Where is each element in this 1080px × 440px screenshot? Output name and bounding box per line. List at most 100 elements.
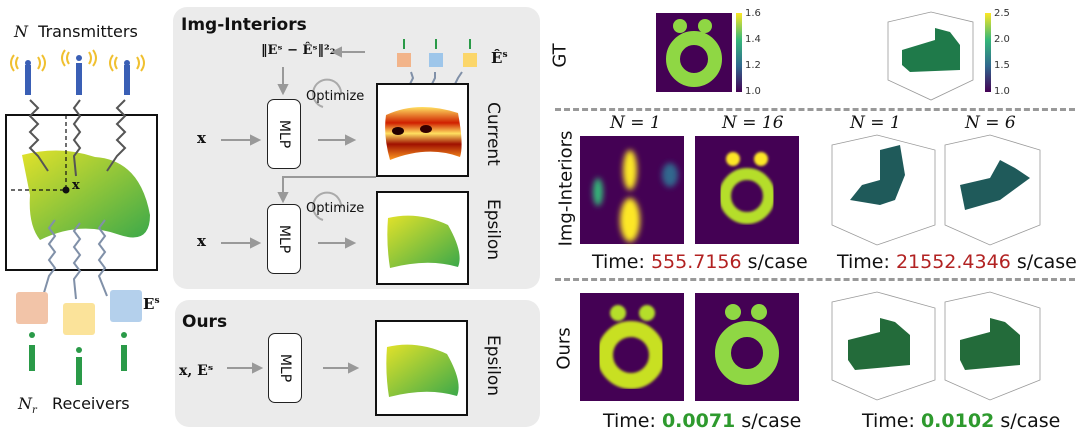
time-value-slow: 21552.4346 — [895, 251, 1011, 273]
ours-time-2d: Time: 0.0071 s/case — [603, 410, 801, 432]
receiver-antennas — [29, 332, 127, 385]
ours-panel: Ours x, Eˢ MLP Epsilon — [175, 300, 540, 427]
img-3d-n6-shape — [960, 160, 1030, 210]
scene-schematic — [5, 49, 158, 385]
ours-2d-n16 — [695, 293, 799, 401]
title-2d-n16: N = 16 — [722, 113, 784, 133]
loss-formula: ‖Eˢ − Êˢ‖²₂ — [261, 43, 336, 58]
receivers-label: Nr Receivers — [18, 394, 130, 416]
current-label: Current — [483, 102, 503, 166]
row-label-ours: Ours — [553, 327, 575, 370]
nr-sub: r — [32, 405, 37, 417]
optimize-label-2: Optimize — [306, 201, 365, 216]
time-value-fast: 0.0102 — [920, 410, 995, 432]
ours-3d-n1-shape — [848, 318, 910, 370]
scatterer-shape — [22, 150, 150, 240]
optimize-loop-icon — [312, 78, 343, 221]
field-e: E — [143, 295, 155, 313]
receivers-text: Receivers — [52, 394, 130, 413]
img-time-2d: Time: 555.7156 s/case — [592, 251, 808, 273]
img-2d-n1 — [580, 136, 684, 244]
receiver-boxes — [16, 290, 142, 335]
time-value-slow: 555.7156 — [650, 251, 742, 273]
mlp-label: MLP — [276, 224, 292, 254]
colorbar-2d-tick: 1.0 — [745, 86, 761, 97]
panel-title: Img-Interiors — [181, 15, 307, 35]
pipeline-arrows — [221, 39, 477, 249]
transmitter-waves-icon — [10, 49, 145, 72]
gt-3d-shape — [902, 28, 960, 72]
field-sup: s — [154, 296, 160, 306]
ours-time-3d: Time: 0.0102 s/case — [862, 410, 1060, 432]
title-3d-n1: N = 1 — [850, 113, 901, 133]
optimize-label-1: Optimize — [306, 89, 365, 104]
gt-3d-image — [887, 11, 974, 101]
row-label-img-interiors: Img-Interiors — [555, 130, 577, 247]
time-prefix: Time: — [837, 251, 890, 273]
img-2d-n16 — [695, 136, 799, 244]
transmitters-text: Transmitters — [38, 22, 138, 41]
colorbar-3d-tick: 1.0 — [994, 86, 1010, 97]
n-symbol: N — [14, 22, 28, 41]
current-output-image — [376, 83, 469, 177]
colorbar-2d-tick: 1.6 — [745, 8, 761, 19]
coordinate-guides — [8, 115, 67, 191]
time-prefix: Time: — [603, 410, 656, 432]
panel-title: Ours — [182, 312, 228, 332]
ours-input: x, Eˢ — [179, 363, 214, 379]
point-x-marker — [62, 186, 70, 194]
row-label-gt: GT — [549, 43, 571, 68]
colorbar-2d-tick: 1.4 — [745, 34, 761, 45]
colorbar-3d-tick: 2.0 — [994, 34, 1010, 45]
mlp-label: MLP — [276, 119, 292, 149]
measured-receivers — [397, 39, 477, 67]
colorbar-3d-tick: 1.5 — [994, 60, 1010, 71]
divider — [555, 278, 1075, 281]
transmitter-antennas — [25, 55, 130, 95]
time-prefix: Time: — [592, 251, 645, 273]
measured-e: Ê — [491, 49, 503, 67]
time-suffix: s/case — [1016, 251, 1077, 273]
point-x-label: x — [72, 178, 80, 193]
time-suffix: s/case — [747, 251, 808, 273]
ours-arrows — [227, 362, 360, 374]
scattered-waves — [42, 219, 108, 300]
time-value-fast: 0.0071 — [661, 410, 736, 432]
title-2d-n1: N = 1 — [610, 113, 661, 133]
img-interiors-panel: Img-Interiors ‖Eˢ − Êˢ‖²₂ Ês Optimize Op… — [173, 7, 540, 289]
field-label: Es — [143, 295, 160, 313]
ours-3d-n6-shape — [960, 318, 1020, 370]
divider — [555, 108, 1075, 111]
ours-3d-n1-axes — [831, 291, 936, 401]
img-time-3d: Time: 21552.4346 s/case — [837, 251, 1077, 273]
measured-field-label: Ês — [491, 49, 508, 67]
epsilon-output-image — [376, 191, 469, 285]
title-3d-n6: N = 6 — [965, 113, 1016, 133]
mlp-block-epsilon: MLP — [267, 204, 301, 274]
ours-2d-n1 — [580, 293, 684, 401]
colorbar-3d-tick: 2.5 — [994, 8, 1010, 19]
mlp-label: MLP — [277, 353, 293, 383]
colorbar-3d — [985, 13, 991, 92]
mlp-block-current: MLP — [267, 99, 301, 169]
gt-2d-image — [656, 13, 732, 92]
time-prefix: Time: — [862, 410, 915, 432]
ours-epsilon-image — [375, 320, 468, 416]
measured-sup: s — [502, 50, 508, 60]
colorbar-2d-tick: 1.2 — [745, 60, 761, 71]
transmitters-label: N Transmitters — [14, 22, 138, 41]
incident-waves — [28, 99, 127, 177]
img-3d-n1-shape — [850, 145, 905, 205]
img-3d-n1-axes — [831, 134, 936, 246]
time-suffix: s/case — [1000, 410, 1061, 432]
nr-symbol: N — [18, 394, 32, 413]
ours-3d-n6-axes — [944, 291, 1041, 401]
input-x-2: x — [197, 232, 206, 250]
img-3d-n6-axes — [944, 134, 1041, 246]
time-suffix: s/case — [741, 410, 802, 432]
epsilon-label: Epsilon — [483, 335, 503, 397]
colorbar-2d — [736, 13, 742, 92]
epsilon-label: Epsilon — [483, 199, 503, 261]
mlp-block-ours: MLP — [268, 333, 302, 403]
input-x-1: x — [197, 129, 206, 147]
